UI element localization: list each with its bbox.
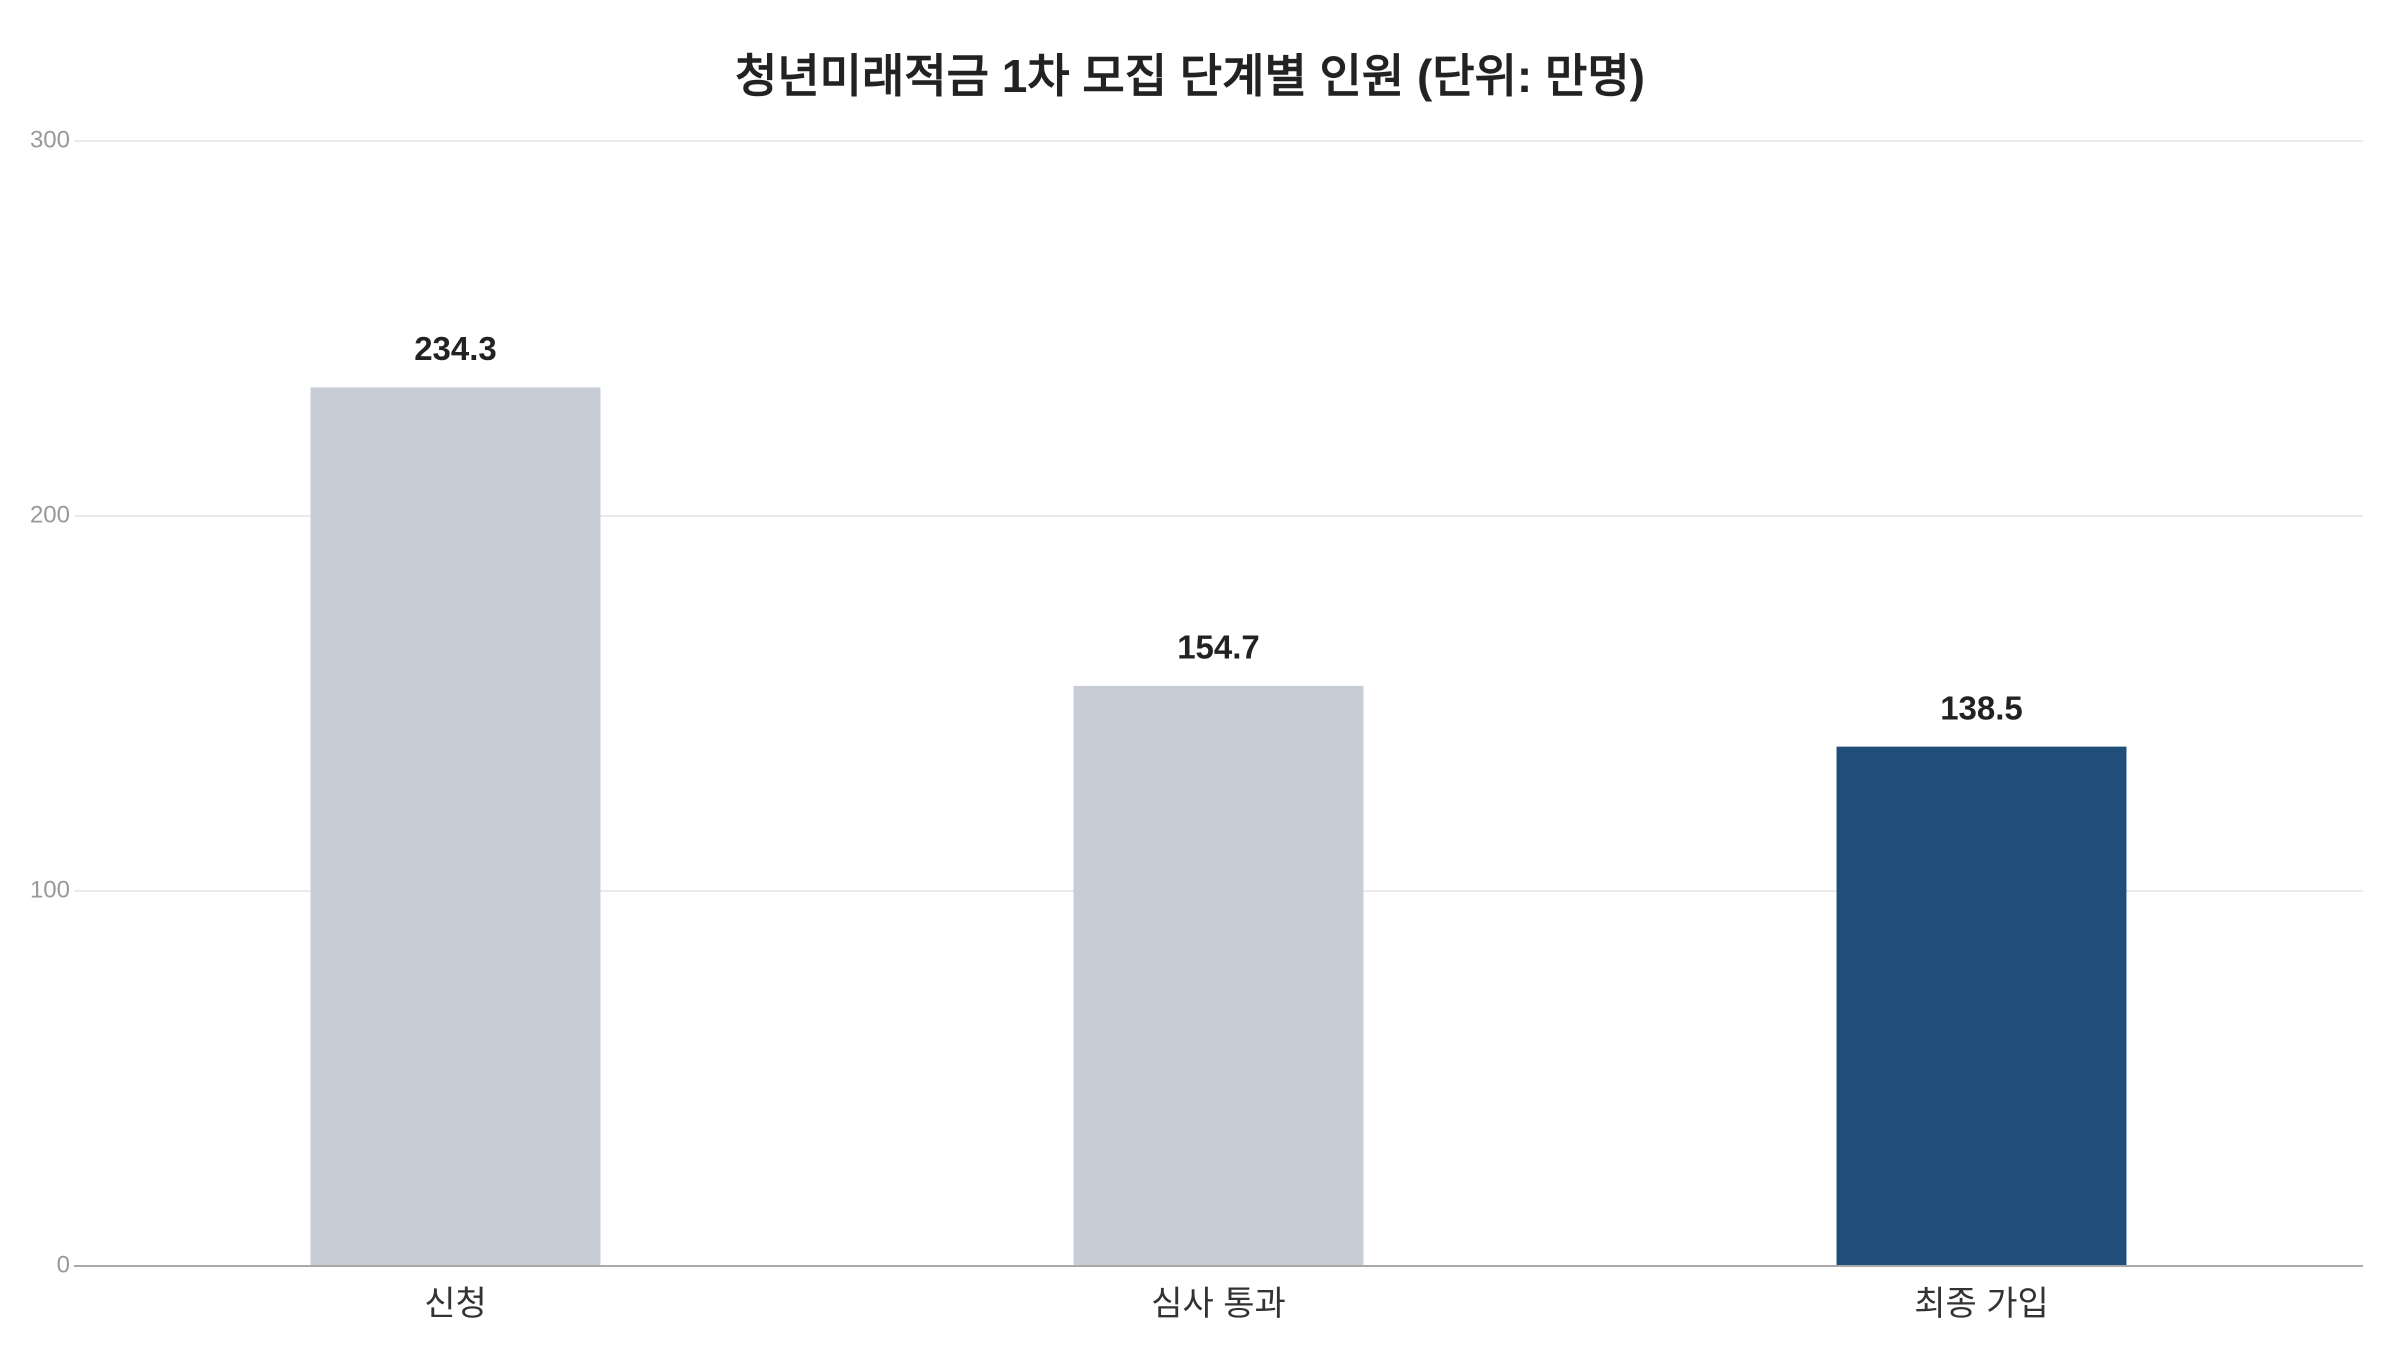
x-tick-label: 최종 가입 xyxy=(1914,1285,2049,1323)
value-label: 138.5 xyxy=(1940,689,2023,726)
bar xyxy=(1073,685,1364,1266)
y-tick-label: 300 xyxy=(30,126,70,153)
bar xyxy=(1836,746,2127,1266)
x-tick-label: 신청 xyxy=(424,1285,487,1323)
value-label: 154.7 xyxy=(1177,629,1260,666)
chart-title: 청년미래적금 1차 모집 단계별 인원 (단위: 만명) xyxy=(735,50,1645,102)
value-label: 234.3 xyxy=(414,330,497,367)
bar xyxy=(310,387,601,1266)
y-tick-label: 0 xyxy=(57,1251,70,1278)
x-tick-label: 심사 통과 xyxy=(1151,1285,1286,1323)
y-tick-label: 200 xyxy=(30,501,70,528)
y-tick-label: 100 xyxy=(30,876,70,903)
